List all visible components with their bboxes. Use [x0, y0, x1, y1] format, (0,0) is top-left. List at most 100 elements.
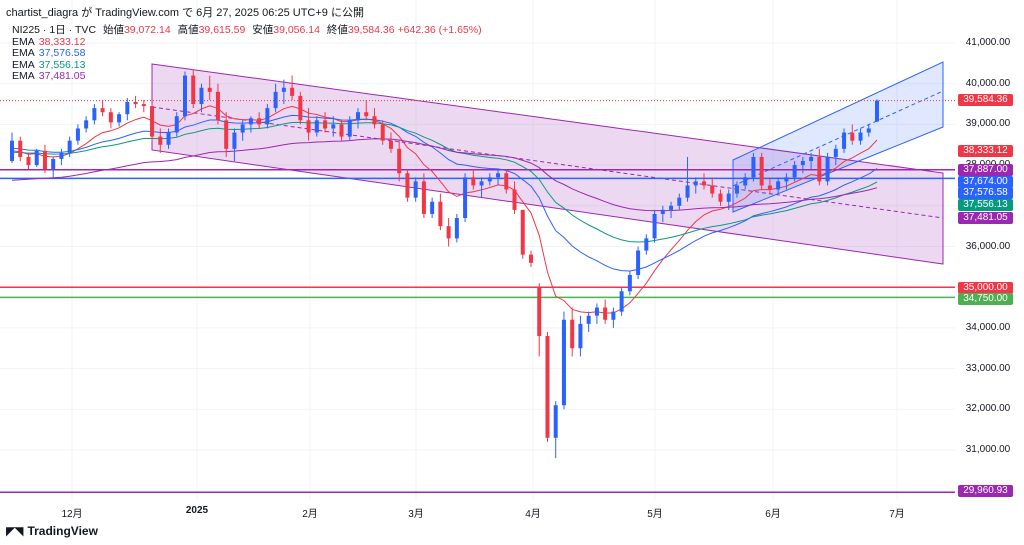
candle-body — [207, 87, 212, 92]
candle-body — [10, 140, 14, 162]
time-axis-label: 4月 — [525, 509, 541, 520]
candle-body — [331, 124, 336, 129]
candle-body — [92, 108, 97, 121]
tradingview-brand[interactable]: ◤◥ TradingView — [6, 524, 98, 538]
candle-body — [26, 156, 31, 166]
price-tag: 37,674.00 — [958, 176, 1013, 188]
legend-ema-2[interactable]: EMA 37,576.58 — [12, 47, 482, 60]
candle-body — [166, 132, 171, 145]
ema-line — [11, 121, 878, 243]
price-axis-label: 34,000.00 — [965, 321, 1011, 333]
legend-ema-4[interactable]: EMA 37,481.05 — [12, 70, 482, 83]
candle-body — [603, 307, 608, 320]
candle-body — [240, 124, 245, 133]
candle-body — [529, 254, 533, 263]
price-tag: 37,887.00 — [958, 164, 1013, 176]
time-axis-label: 7月 — [889, 509, 905, 520]
candle-body — [759, 156, 764, 186]
attribution-text: chartist_diagra が TradingView.com で 6月 2… — [6, 7, 364, 19]
candle-body — [644, 238, 649, 251]
legend-ema-1[interactable]: EMA 38,333.12 — [12, 36, 482, 49]
candle-body — [59, 152, 64, 159]
close-value: 39,584.36 — [347, 24, 395, 36]
candle-body — [281, 87, 286, 92]
tradingview-logo-icon: ◤◥ — [6, 524, 23, 538]
candle-body — [100, 108, 105, 113]
candle-body — [809, 156, 814, 162]
candle-body — [339, 124, 344, 137]
candle-body — [817, 156, 822, 182]
change-value: +642.36 (+1.65%) — [397, 24, 482, 36]
candle-body — [619, 291, 624, 312]
candle-body — [800, 161, 805, 166]
candle-body — [356, 112, 360, 121]
candle-body — [702, 181, 706, 186]
time-axis-label: 5月 — [647, 509, 663, 520]
candle-body — [405, 173, 410, 198]
candle-body — [586, 315, 591, 324]
candle-body — [323, 120, 328, 129]
candle-body — [117, 114, 122, 123]
ema-value: 37,556.13 — [38, 58, 86, 71]
candle-body — [842, 132, 847, 149]
publish-attribution: chartist_diagra が TradingView.com で 6月 2… — [6, 4, 364, 20]
candle-body — [669, 205, 674, 210]
legend-ema-3[interactable]: EMA 37,556.13 — [12, 58, 482, 72]
candle-body — [265, 108, 270, 125]
candle-body — [767, 185, 772, 190]
candle-body — [858, 132, 863, 141]
price-axis-label: 36,000.00 — [965, 240, 1011, 252]
candle-body — [734, 185, 739, 194]
candle-body — [191, 75, 196, 105]
close-label: 終値 — [326, 24, 348, 36]
candle-body — [545, 336, 550, 438]
candle-body — [636, 250, 641, 275]
candle-body — [306, 120, 311, 133]
ema-label: EMA — [12, 47, 35, 59]
price-axis-label: 32,000.00 — [965, 403, 1011, 415]
candle-body — [133, 102, 138, 105]
candle-body — [792, 165, 797, 178]
candle-body — [454, 218, 459, 239]
candle-body — [18, 140, 23, 157]
ema-label: EMA — [12, 70, 35, 82]
candle-body — [199, 87, 204, 105]
candle-body — [825, 156, 830, 182]
price-tag: 39,584.36 — [958, 94, 1013, 106]
price-axis-label: 31,000.00 — [965, 444, 1011, 455]
candle-body — [388, 140, 393, 149]
candle-body — [875, 100, 879, 122]
price-axis-label: 40,000.00 — [965, 77, 1011, 89]
candle-body — [463, 177, 468, 219]
chart-legend: NI225 · 1日 · TVC 始値39,072.14 高値39,615.59… — [12, 24, 482, 83]
candle-body — [174, 116, 179, 133]
candle-body — [314, 120, 319, 133]
price-axis-label: 39,000.00 — [965, 118, 1011, 130]
candle-body — [866, 128, 871, 133]
symbol-ohlc-row[interactable]: NI225 · 1日 · TVC 始値39,072.14 高値39,615.59… — [12, 24, 482, 37]
candle-body — [42, 150, 47, 170]
candle-body — [833, 148, 838, 157]
candle-body — [125, 102, 130, 115]
candle-body — [290, 87, 295, 96]
ema-label: EMA — [12, 58, 35, 71]
candle-body — [693, 181, 698, 186]
price-axis-label: 41,000.00 — [965, 37, 1011, 48]
price-tag: 37,576.58 — [958, 187, 1013, 199]
high-value: 39,615.59 — [198, 24, 246, 36]
candle-body — [446, 226, 451, 239]
candle-body — [438, 201, 443, 227]
candle-body — [224, 120, 229, 149]
price-axis-label: 33,000.00 — [965, 362, 1011, 374]
candle-body — [611, 311, 616, 320]
candle-body — [850, 132, 855, 141]
ema-line — [11, 105, 878, 314]
candle-body — [504, 173, 509, 190]
candle-body — [512, 189, 517, 210]
candle-body — [561, 319, 566, 406]
candle-body — [273, 91, 278, 109]
symbol-label[interactable]: NI225 · 1日 · TVC — [12, 24, 97, 36]
candle-body — [215, 91, 220, 121]
time-axis-label: 12月 — [61, 509, 83, 520]
